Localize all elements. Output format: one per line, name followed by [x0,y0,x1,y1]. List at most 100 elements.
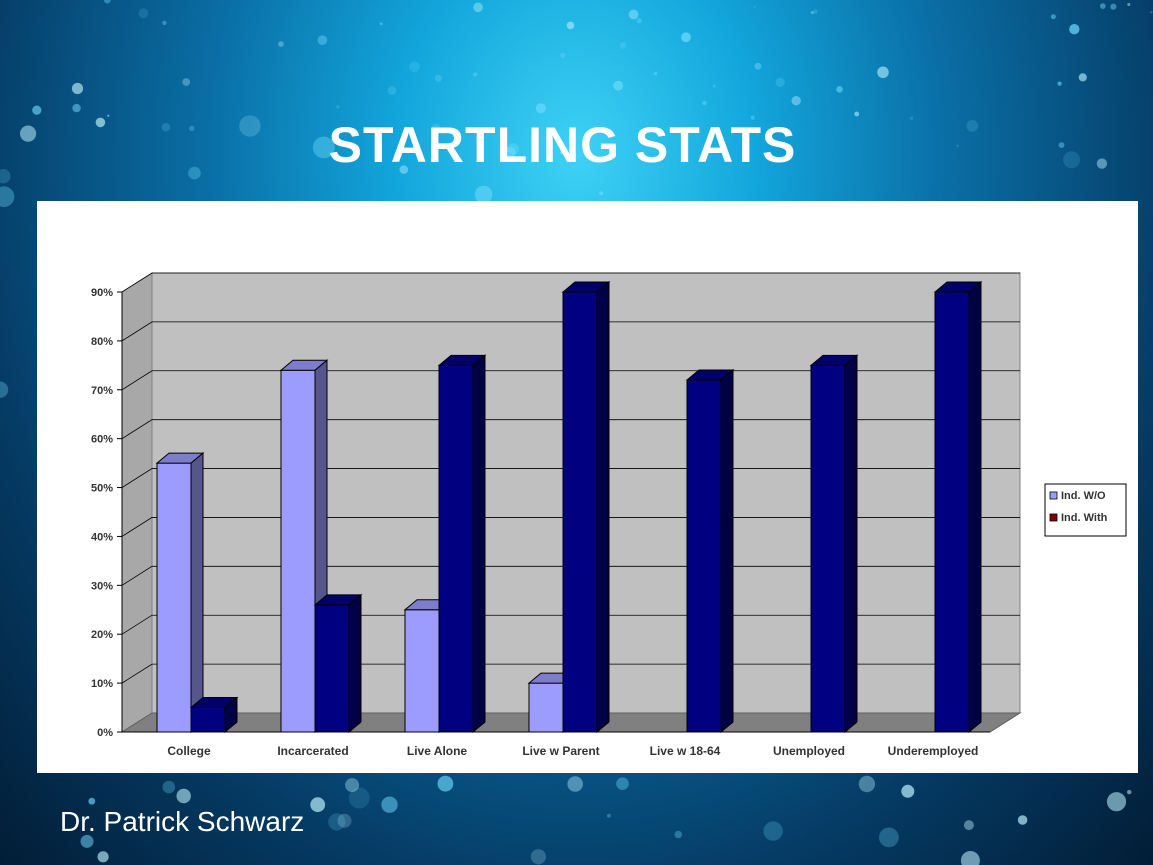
y-tick-label: 80% [91,336,113,348]
bokeh-dot [0,169,11,184]
bokeh-dot [437,775,454,792]
bokeh-dot [613,80,624,91]
bokeh-dot [963,820,974,831]
bar-ind-with [561,280,611,734]
legend-label: Ind. W/O [1061,490,1106,502]
bokeh-dot [674,830,683,839]
y-tick-label: 0% [97,727,113,739]
bokeh-dot [616,777,629,790]
bokeh-dot [162,20,167,25]
bokeh-dot [607,813,611,818]
bokeh-dot [95,117,106,128]
bokeh-dot [567,776,583,792]
bokeh-dot [653,71,658,76]
bokeh-dot [628,9,639,20]
bokeh-dot [162,780,176,794]
bokeh-dot [334,132,339,138]
y-tick-label: 50% [91,483,113,495]
bokeh-dot [312,136,335,159]
bokeh-dot [1150,11,1153,14]
bokeh-dot [107,114,110,117]
bokeh-dot [176,788,191,804]
bokeh-dot [636,18,643,24]
bokeh-dot [854,111,860,117]
bokeh-dot [328,813,346,831]
bokeh-dot [909,116,914,120]
bokeh-dot [1057,81,1062,86]
bokeh-dot [72,103,81,113]
chart-side-wall [121,272,153,733]
bokeh-dot [763,821,783,841]
x-tick-label: Unemployed [773,744,845,758]
bokeh-dot [966,120,979,132]
bokeh-dot [97,851,109,863]
bokeh-dot [0,186,15,208]
gridline [121,321,1020,342]
bokeh-dot [1017,815,1028,825]
bokeh-dot [858,775,876,793]
bokeh-dot [387,86,397,95]
bokeh-dot [754,62,762,70]
y-tick-label: 60% [91,434,113,446]
bokeh-dot [161,122,171,132]
bokeh-dot [1110,3,1117,10]
bokeh-dot [560,52,566,59]
bokeh-dot [1050,14,1056,20]
bokeh-dot [750,115,755,120]
bokeh-dot [1100,3,1106,9]
legend-label: Ind. With [1061,512,1108,524]
bokeh-dot [535,103,546,114]
bokeh-dot [239,115,261,137]
x-tick-label: Underemployed [888,744,979,758]
bokeh-dot [317,35,328,45]
bokeh-dot [337,813,352,828]
footer-author: Dr. Patrick Schwarz [60,806,305,837]
bokeh-dot [473,2,483,13]
y-tick-label: 10% [91,678,113,690]
bokeh-dot [956,144,959,148]
bokeh-dot [791,96,801,106]
bokeh-dot [473,72,478,77]
bar-ind-with [685,368,735,734]
bokeh-dot [1078,73,1087,82]
slide-title: STARTLING STATS [328,117,797,173]
y-tick-label: 20% [91,629,113,641]
x-tick-label: Live w Parent [522,744,599,758]
bokeh-dot [103,0,111,4]
gridline [121,272,1020,293]
bokeh-dot [399,165,409,174]
bokeh-dot [0,381,9,398]
bokeh-dot [1127,789,1132,795]
x-tick-label: College [167,744,211,758]
bokeh-dot [434,74,442,82]
bokeh-dot [409,61,420,73]
bokeh-dot [879,827,899,848]
bar-ind-with [809,354,859,734]
bokeh-dot [88,797,96,805]
bokeh-dot [530,849,547,865]
bokeh-dot [138,8,149,19]
bokeh-dot [1096,158,1108,169]
x-tick-label: Live Alone [407,744,468,758]
bokeh-dot [278,41,284,47]
bokeh-dot [182,78,191,86]
bokeh-dot [813,9,818,14]
y-tick-label: 30% [91,580,113,592]
legend: Ind. W/O Ind. With [1044,483,1127,537]
bokeh-dot [836,86,843,93]
bar-ind-with [189,696,239,734]
bar-ind-with [933,280,983,734]
bokeh-dot [960,851,980,865]
bokeh-dot [80,834,94,848]
bokeh-dot [1127,3,1131,6]
bar-ind-with [313,593,363,734]
bokeh-dot [1106,792,1127,812]
bokeh-dot [877,66,889,79]
bokeh-dot [1058,142,1065,149]
bokeh-dot [345,778,360,793]
bar-ind-with [437,354,487,734]
bokeh-dot [560,150,564,154]
bokeh-dot [189,125,195,132]
